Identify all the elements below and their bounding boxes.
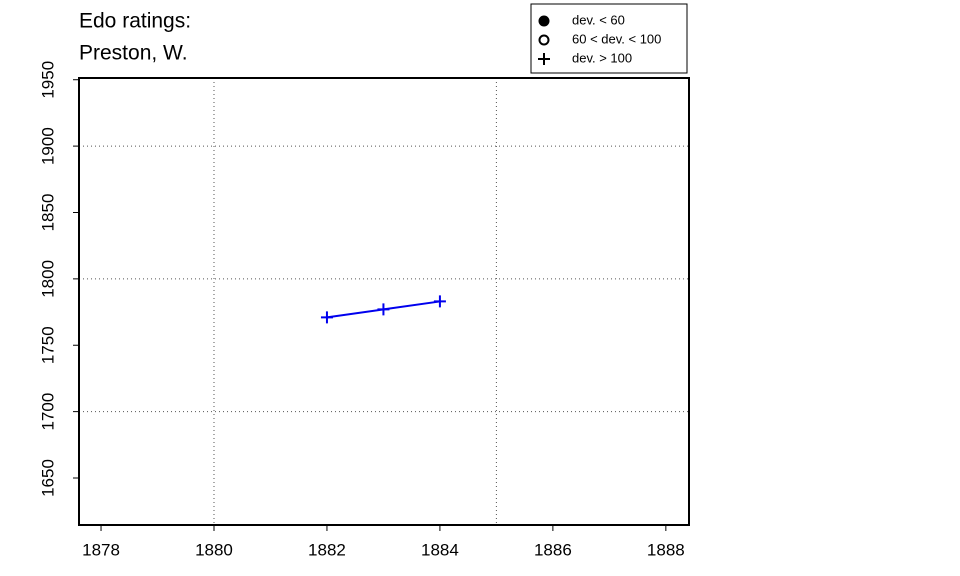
plot-frame (78, 77, 690, 526)
marker (377, 303, 390, 316)
legend-marker (538, 15, 550, 27)
marker (320, 311, 333, 324)
x-tick-label: 1886 (534, 540, 572, 559)
y-tick-label: 1950 (38, 61, 57, 99)
legend-marker (538, 53, 550, 65)
marker (433, 295, 446, 308)
x-tick-label: 1884 (421, 540, 459, 559)
legend-box (530, 3, 688, 74)
x-tick-label: 1880 (195, 540, 233, 559)
y-tick-label: 1650 (38, 459, 57, 497)
x-tick-label: 1888 (647, 540, 685, 559)
y-tick-label: 1700 (38, 393, 57, 431)
legend-label: 60 < dev. < 100 (572, 31, 661, 46)
chart-title: Preston, W. (79, 42, 188, 65)
legend-marker (538, 34, 550, 46)
y-tick-label: 1850 (38, 194, 57, 232)
y-tick-label: 1800 (38, 260, 57, 298)
legend-label: dev. < 60 (572, 12, 625, 27)
legend-label: dev. > 100 (572, 50, 632, 65)
chart-title: Edo ratings: (79, 10, 191, 33)
x-tick-label: 1882 (308, 540, 346, 559)
x-tick-label: 1878 (82, 540, 120, 559)
y-tick-label: 1750 (38, 326, 57, 364)
y-tick-label: 1900 (38, 127, 57, 165)
